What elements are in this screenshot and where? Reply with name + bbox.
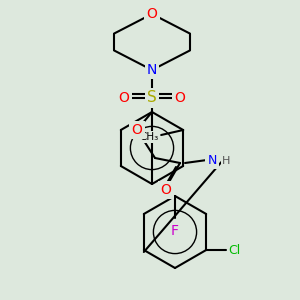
Text: N: N [147,63,157,77]
Text: O: O [175,91,185,105]
Text: S: S [147,91,157,106]
Text: H: H [222,156,230,166]
Text: O: O [160,183,171,197]
Text: N: N [207,154,217,166]
Text: O: O [118,91,129,105]
Text: CH₃: CH₃ [139,132,158,142]
Text: O: O [147,7,158,21]
Text: Cl: Cl [228,244,240,256]
Text: O: O [132,123,142,137]
Text: F: F [171,224,179,238]
